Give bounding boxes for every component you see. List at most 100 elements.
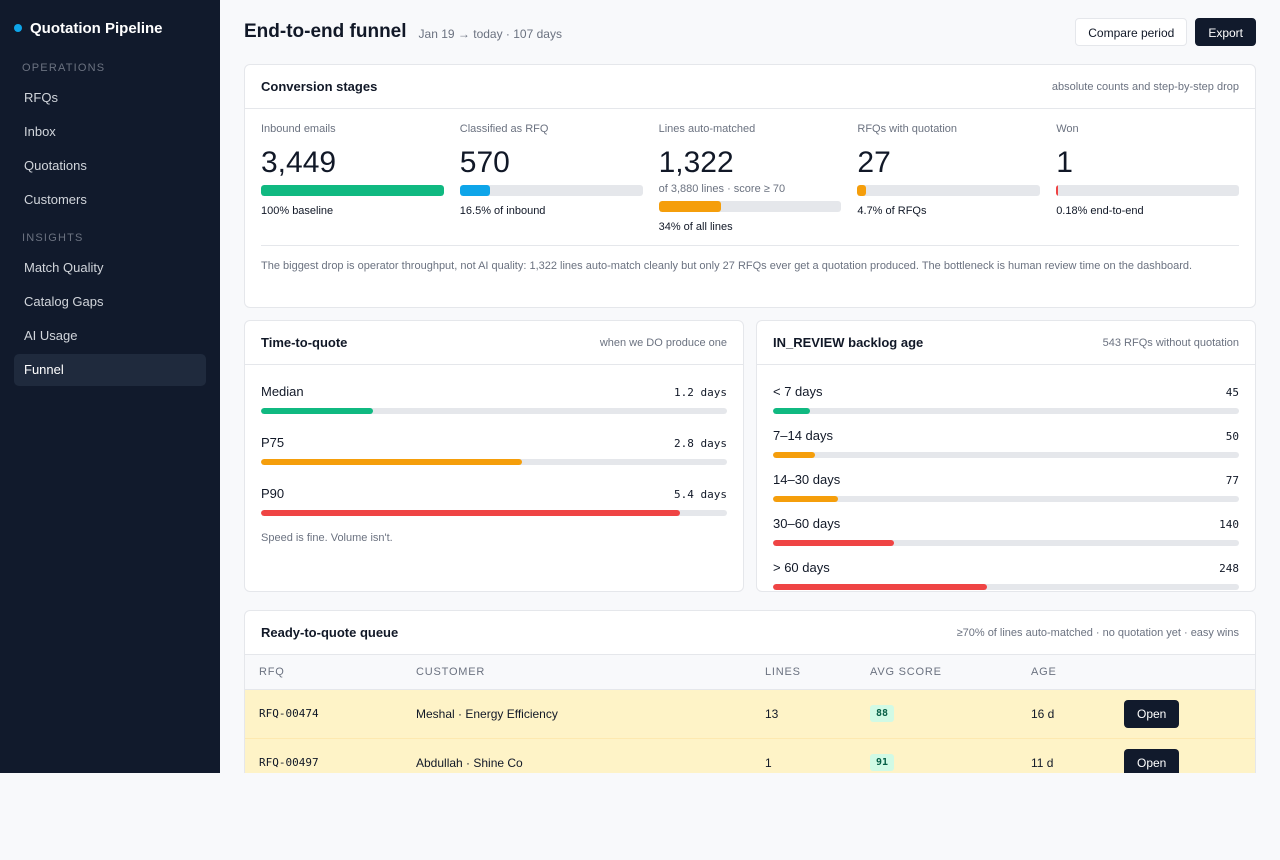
metric-row: P75 2.8 days xyxy=(245,428,743,465)
status-dot-icon xyxy=(14,24,22,32)
stage-value: 1,322 xyxy=(658,146,734,179)
metric-bar-fill xyxy=(773,452,815,458)
open-button[interactable]: Open xyxy=(1124,699,1180,728)
column-header: LINES xyxy=(751,655,856,690)
table-row[interactable]: RFQ-00474 Meshal · Energy Efficiency 13 88 1… xyxy=(245,689,1255,739)
stage-bar xyxy=(658,201,842,212)
header-actions: Compare period Export xyxy=(1075,18,1256,46)
table-row[interactable]: RFQ-00497 Abdullah · Shine Co 1 91 11 d Open xyxy=(245,738,1255,773)
metric-row: Median 1.2 days xyxy=(245,377,743,414)
stage-value: 27 xyxy=(857,146,891,179)
page-title: End-to-end funnel xyxy=(244,21,407,42)
metric-value: 5.4 days xyxy=(674,488,727,501)
sidebar-item-funnel[interactable]: Funnel xyxy=(14,354,206,386)
metric-value: 2.8 days xyxy=(674,437,727,450)
metric-header: > 60 days 248 xyxy=(773,553,1239,575)
column-header: CUSTOMER xyxy=(402,655,751,690)
stage-bar-fill xyxy=(1056,185,1058,196)
sidebar: Quotation Pipeline OPERATIONS RFQs Inbox… xyxy=(0,0,220,773)
card-header: Conversion stages absolute counts and st… xyxy=(245,65,1255,109)
metric-label: < 7 days xyxy=(773,384,823,399)
stages-row: Inbound emails 3,449 100% baseline Classifi… xyxy=(245,123,1255,233)
metric-label: P90 xyxy=(261,486,285,501)
metric-value: 45 xyxy=(1225,386,1239,399)
app-title: Quotation Pipeline xyxy=(30,19,163,37)
stage-bar-fill xyxy=(261,185,444,196)
metric-value: 248 xyxy=(1219,562,1239,575)
metric-label: > 60 days xyxy=(773,560,830,575)
sidebar-item-rfqs[interactable]: RFQs xyxy=(24,90,58,105)
stage-bar xyxy=(857,185,1041,196)
score-badge: 88 xyxy=(870,705,895,722)
action-cell: Open xyxy=(1110,738,1255,773)
queue-body: RFQ-00474 Meshal · Energy Efficiency 13 88 1… xyxy=(245,689,1255,773)
column-header xyxy=(1110,655,1255,690)
sidebar-item-catalog-gaps[interactable]: Catalog Gaps xyxy=(24,294,104,309)
page-subtitle: Jan 19 → today · 107 days xyxy=(418,26,562,41)
metric-header: P90 5.4 days xyxy=(261,479,727,501)
metric-bar xyxy=(261,408,727,414)
metric-header: 7–14 days 50 xyxy=(773,421,1239,443)
rfq-id: RFQ-00474 xyxy=(245,689,402,739)
stage-footnote: 0.18% end-to-end xyxy=(1056,205,1144,217)
metric-header: Median 1.2 days xyxy=(261,377,727,399)
metric-bar xyxy=(773,408,1239,414)
stage-4: RFQs with quotation 27 4.7% of RFQs xyxy=(857,123,1041,233)
metric-row: 30–60 days 140 xyxy=(757,509,1255,546)
sidebar-item-customers[interactable]: Customers xyxy=(24,192,87,207)
stage-value: 3,449 xyxy=(261,146,337,179)
stage-footnote: 34% of all lines xyxy=(658,221,733,233)
insight-text: The biggest drop is operator throughput,… xyxy=(261,245,1239,274)
stage-bar-fill xyxy=(658,201,721,212)
backlog-rows: < 7 days 45 7–14 days 50 14–30 days 77 30–60 d… xyxy=(757,377,1255,590)
sidebar-item-inbox[interactable]: Inbox xyxy=(24,124,56,139)
stage-5: Won 1 0.18% end-to-end xyxy=(1056,123,1239,233)
metric-bar-fill xyxy=(261,459,522,465)
stage-footnote: 16.5% of inbound xyxy=(459,205,546,217)
metric-label: 7–14 days xyxy=(773,428,833,443)
export-button[interactable]: Export xyxy=(1195,18,1256,46)
ready-to-quote-card: Ready-to-quote queue ≥70% of lines auto-… xyxy=(244,610,1256,773)
metric-bar xyxy=(773,452,1239,458)
stage-label: Won xyxy=(1056,123,1079,135)
avg-score-cell: 91 xyxy=(856,738,1017,773)
metric-bar-fill xyxy=(773,408,811,414)
metric-bar-fill xyxy=(773,584,988,590)
metric-bar xyxy=(773,540,1239,546)
customer-name: Meshal · Energy Efficiency xyxy=(402,689,751,739)
card-note: 543 RFQs without quotation xyxy=(1102,336,1239,349)
card-title: IN_REVIEW backlog age xyxy=(773,335,924,350)
metric-bar-fill xyxy=(773,540,895,546)
metric-header: < 7 days 45 xyxy=(773,377,1239,399)
stage-value: 1 xyxy=(1056,146,1073,179)
sidebar-item-match-quality[interactable]: Match Quality xyxy=(24,260,104,275)
time-to-quote-rows: Median 1.2 days P75 2.8 days P90 5.4 days xyxy=(245,377,743,516)
stage-value: 570 xyxy=(459,146,510,179)
rfq-id: RFQ-00497 xyxy=(245,738,402,773)
metric-row: > 60 days 248 xyxy=(757,553,1255,590)
stage-2: Classified as RFQ 570 16.5% of inbound xyxy=(459,123,643,233)
stage-bar xyxy=(261,185,444,196)
metric-row: < 7 days 45 xyxy=(757,377,1255,414)
sidebar-item-quotations[interactable]: Quotations xyxy=(24,158,87,173)
column-header: AGE xyxy=(1017,655,1110,690)
time-to-quote-card: Time-to-quote when we DO produce one Med… xyxy=(244,320,744,592)
line-count: 1 xyxy=(751,738,856,773)
conversion-stages-card: Conversion stages absolute counts and st… xyxy=(244,64,1256,308)
action-cell: Open xyxy=(1110,689,1255,739)
brand: Quotation Pipeline xyxy=(0,0,220,56)
stage-bar-fill xyxy=(459,185,490,196)
card-title: Conversion stages xyxy=(261,79,378,94)
metric-bar-fill xyxy=(773,496,839,502)
metric-value: 1.2 days xyxy=(674,386,727,399)
metric-bar xyxy=(773,584,1239,590)
metric-value: 140 xyxy=(1219,518,1239,531)
metric-label: 30–60 days xyxy=(773,516,841,531)
column-header: RFQ xyxy=(245,655,402,690)
compare-period-button[interactable]: Compare period xyxy=(1075,18,1188,46)
open-button[interactable]: Open xyxy=(1124,748,1180,773)
line-count: 13 xyxy=(751,689,856,739)
sidebar-item-ai-usage[interactable]: AI Usage xyxy=(24,328,78,343)
stage-label: RFQs with quotation xyxy=(857,123,958,135)
stage-bar xyxy=(1056,185,1239,196)
